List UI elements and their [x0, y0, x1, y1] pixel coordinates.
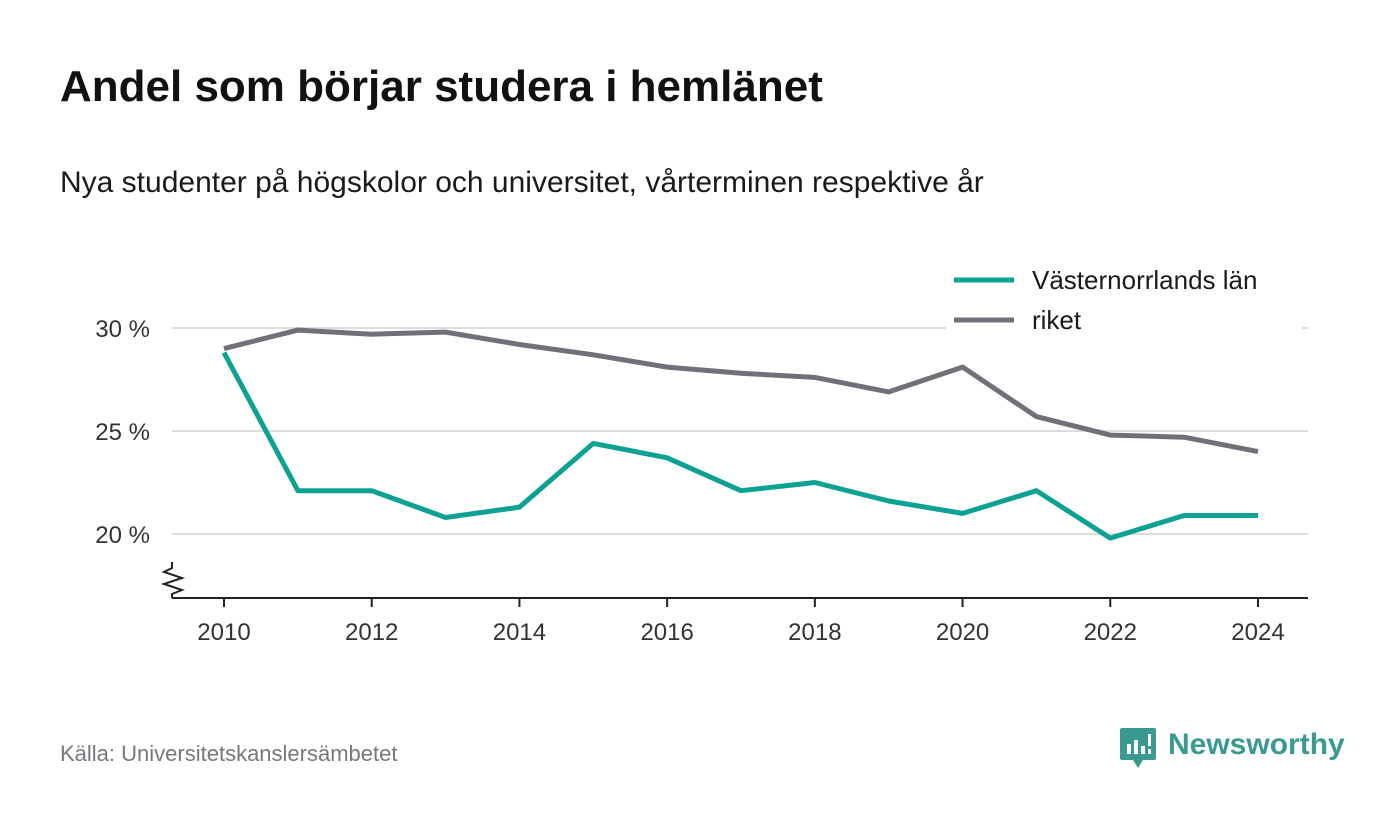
y-axis-break [160, 562, 186, 598]
legend-background [946, 262, 1302, 342]
x-tick-label: 2018 [788, 619, 841, 646]
series-line-västernorrlands-län [221, 351, 1258, 541]
brand-name: Newsworthy [1168, 728, 1345, 761]
y-tick-label: 25 % [95, 419, 150, 446]
newsworthy-logo-icon [1120, 728, 1156, 768]
y-tick-label: 20 % [95, 522, 150, 549]
gridlines [172, 327, 1308, 535]
x-axis: 2010 2012 2014 2016 2018 2020 2022 2024 [160, 562, 1308, 646]
x-tick-label: 2010 [197, 619, 250, 646]
y-tick-label: 30 % [95, 316, 150, 343]
legend-label: riket [1032, 305, 1082, 335]
x-tick-label: 2016 [640, 619, 693, 646]
series-line-riket [223, 327, 1259, 455]
chart-title: Andel som börjar studera i hemlänet [60, 62, 823, 111]
x-tick-label: 2020 [936, 619, 989, 646]
x-tick-label: 2012 [345, 619, 398, 646]
x-tick-label: 2022 [1084, 619, 1137, 646]
series-lines [221, 327, 1259, 541]
brand-logo: Newsworthy [1118, 726, 1348, 774]
y-axis-ticks: 20 % 25 % 30 % [95, 316, 150, 549]
source-note: Källa: Universitetskanslersämbetet [60, 741, 398, 766]
x-tick-label: 2014 [493, 619, 546, 646]
x-tick-label: 2024 [1231, 619, 1284, 646]
legend: Västernorrlands län riket [946, 262, 1302, 342]
legend-label: Västernorrlands län [1032, 265, 1257, 295]
chart-subtitle: Nya studenter på högskolor och universit… [60, 166, 984, 199]
